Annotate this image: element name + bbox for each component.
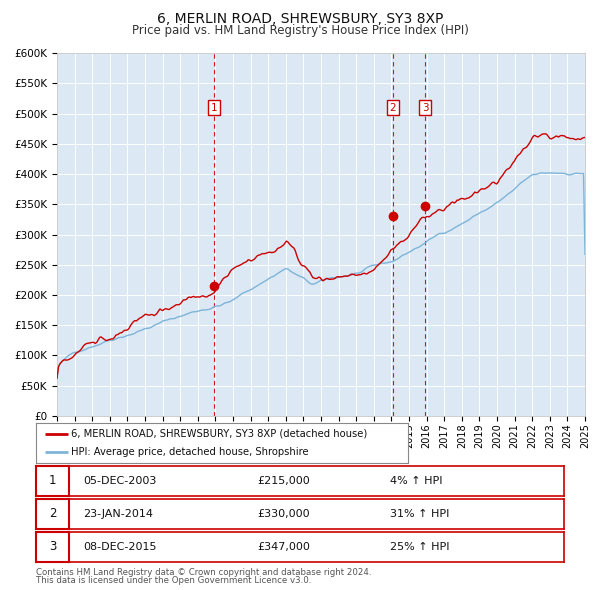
Text: 3: 3 <box>49 540 56 553</box>
Text: £215,000: £215,000 <box>258 476 311 486</box>
Text: £330,000: £330,000 <box>258 509 310 519</box>
Text: 31% ↑ HPI: 31% ↑ HPI <box>390 509 449 519</box>
Text: 4% ↑ HPI: 4% ↑ HPI <box>390 476 442 486</box>
Text: 08-DEC-2015: 08-DEC-2015 <box>83 542 157 552</box>
Text: 6, MERLIN ROAD, SHREWSBURY, SY3 8XP (detached house): 6, MERLIN ROAD, SHREWSBURY, SY3 8XP (det… <box>71 429 368 439</box>
Text: 1: 1 <box>49 474 56 487</box>
Text: 25% ↑ HPI: 25% ↑ HPI <box>390 542 449 552</box>
Text: 2: 2 <box>389 103 396 113</box>
Text: 3: 3 <box>422 103 428 113</box>
Text: This data is licensed under the Open Government Licence v3.0.: This data is licensed under the Open Gov… <box>36 576 311 585</box>
Text: HPI: Average price, detached house, Shropshire: HPI: Average price, detached house, Shro… <box>71 447 309 457</box>
Text: 05-DEC-2003: 05-DEC-2003 <box>83 476 157 486</box>
Text: Contains HM Land Registry data © Crown copyright and database right 2024.: Contains HM Land Registry data © Crown c… <box>36 568 371 577</box>
Text: £347,000: £347,000 <box>258 542 311 552</box>
Text: 2: 2 <box>49 507 56 520</box>
Text: 23-JAN-2014: 23-JAN-2014 <box>83 509 154 519</box>
Text: Price paid vs. HM Land Registry's House Price Index (HPI): Price paid vs. HM Land Registry's House … <box>131 24 469 37</box>
Text: 1: 1 <box>211 103 217 113</box>
Text: 6, MERLIN ROAD, SHREWSBURY, SY3 8XP: 6, MERLIN ROAD, SHREWSBURY, SY3 8XP <box>157 12 443 26</box>
